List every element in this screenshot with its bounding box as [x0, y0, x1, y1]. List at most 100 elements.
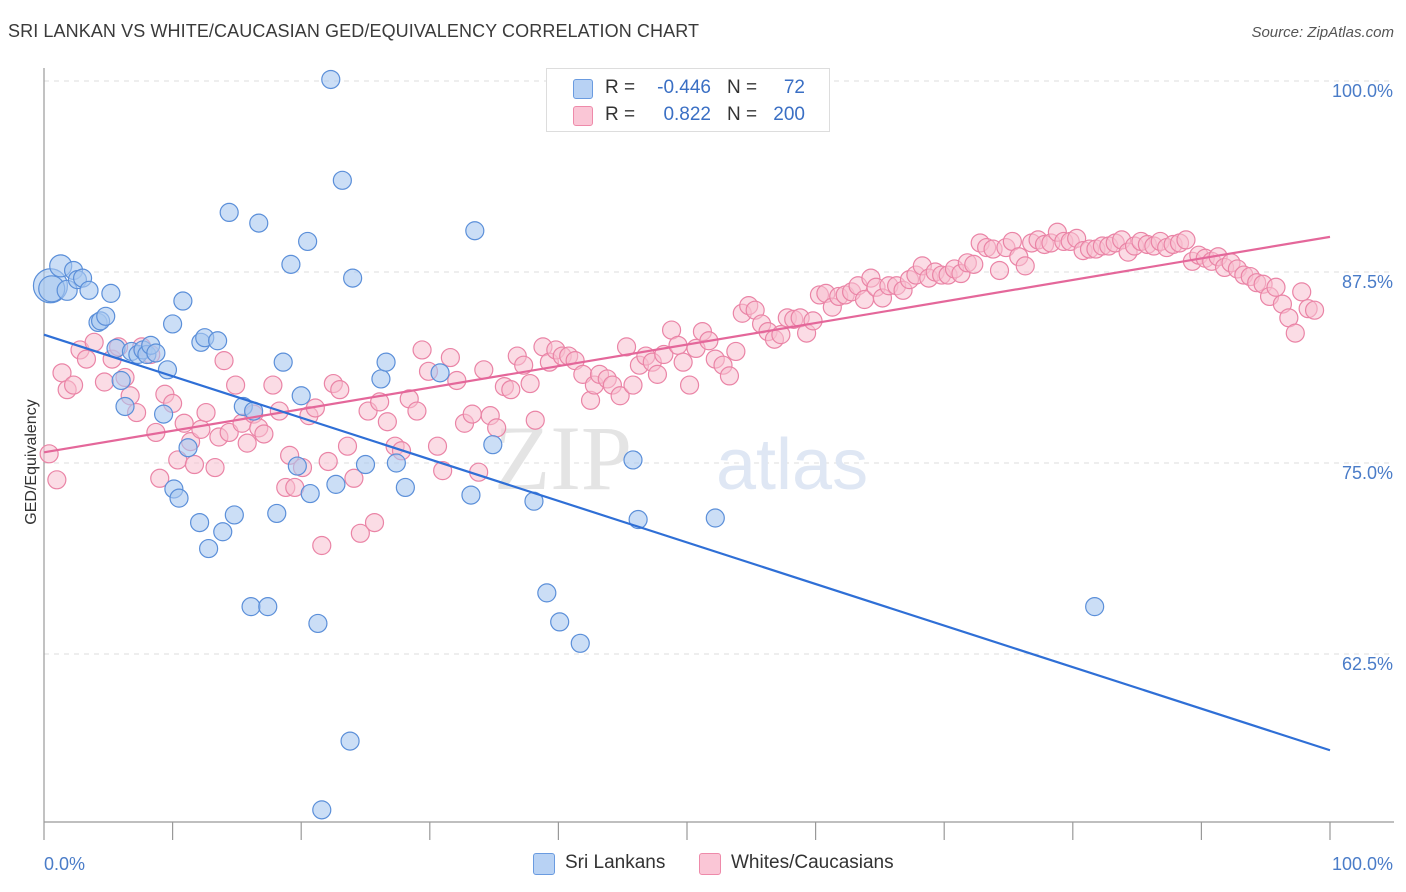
- legend-swatch-blue: [533, 853, 555, 875]
- sri-lankan-point: [208, 331, 228, 351]
- sri-lankan-point: [537, 583, 557, 603]
- legend-n-label: N =: [727, 77, 758, 98]
- whites-point: [474, 360, 494, 380]
- whites-point: [254, 424, 274, 444]
- whites-point: [330, 380, 350, 400]
- whites-point: [514, 355, 534, 375]
- sri-lankan-point: [106, 338, 126, 358]
- whites-point: [1266, 277, 1286, 297]
- sri-lankan-point: [570, 633, 590, 653]
- sri-lankan-point: [163, 314, 183, 334]
- whites-point: [964, 254, 984, 274]
- sri-lankan-point: [550, 612, 570, 632]
- sri-lankan-point: [340, 731, 360, 751]
- whites-point: [47, 470, 67, 490]
- y-tick-label: 62.5%: [1342, 654, 1393, 674]
- watermark-atlas: atlas: [716, 425, 868, 505]
- whites-point: [616, 337, 637, 357]
- sri-lankan-point: [1085, 597, 1105, 617]
- sri-lankan-point: [465, 221, 485, 241]
- legend-n-label: N =: [727, 104, 758, 125]
- sri-lankan-point: [287, 456, 307, 476]
- sri-lankan-point: [291, 386, 311, 406]
- sri-lankan-point: [115, 396, 135, 417]
- sri-lankan-point: [249, 213, 269, 233]
- sri-lankan-point: [461, 485, 481, 505]
- legend-n-value: 72: [783, 77, 805, 98]
- whites-point: [1015, 256, 1035, 276]
- sri-lankan-point: [213, 522, 233, 542]
- whites-point: [623, 375, 643, 395]
- sri-lankan-point: [705, 508, 725, 528]
- sri-lankan-point: [343, 268, 363, 288]
- sri-lankan-point: [96, 306, 116, 326]
- sri-lankan-point: [273, 352, 293, 372]
- axes: [43, 68, 1394, 840]
- sri-lankan-point: [298, 231, 318, 252]
- sri-lankan-point: [101, 283, 121, 303]
- whites-point: [726, 341, 746, 362]
- whites-point: [447, 370, 467, 391]
- whites-point: [610, 386, 630, 406]
- y-tick-label: 100.0%: [1332, 81, 1393, 101]
- whites-caucasians-points: [39, 222, 1325, 556]
- legend-r-value: 0.822: [663, 104, 711, 125]
- whites-point: [487, 418, 507, 438]
- whites-point: [803, 311, 823, 331]
- whites-point: [364, 512, 385, 533]
- sri-lankan-point: [178, 438, 198, 458]
- sri-lankan-point: [308, 613, 328, 634]
- whites-point: [237, 433, 257, 453]
- whites-point: [407, 401, 427, 421]
- sri-lankans-points: [32, 69, 1105, 820]
- whites-point: [719, 366, 740, 386]
- whites-point: [150, 468, 170, 488]
- sri-lankan-point: [628, 509, 648, 530]
- legend-label: Whites/Caucasians: [731, 852, 894, 873]
- watermark: ZIP atlas: [494, 407, 868, 509]
- sri-lankan-point: [190, 512, 210, 533]
- whites-point: [679, 375, 700, 395]
- sri-lankan-point: [219, 202, 239, 223]
- legend-n-value: 200: [773, 104, 805, 125]
- sri-lankan-point: [241, 597, 261, 617]
- legend-row-whites: R = 0.822 N = 200: [547, 102, 829, 128]
- y-axis-title: GED/Equivalency: [23, 399, 40, 524]
- whites-point: [226, 375, 246, 395]
- whites-point: [1292, 282, 1312, 302]
- whites-point: [377, 412, 397, 432]
- whites-point: [525, 410, 545, 430]
- series-legend: Sri Lankans Whites/Caucasians: [0, 852, 1406, 878]
- x-tick-labels: 0.0% 100.0%: [44, 854, 1393, 874]
- whites-point: [318, 451, 338, 472]
- whites-point: [350, 523, 370, 543]
- whites-point: [673, 352, 693, 372]
- trend-lines: [43, 235, 1331, 752]
- grid-lines: [44, 80, 1394, 655]
- whites-point: [520, 373, 540, 394]
- whites-point: [989, 260, 1010, 281]
- whites-point: [39, 444, 59, 464]
- whites-point: [196, 402, 216, 423]
- sri-lankan-point: [157, 360, 178, 380]
- whites-point: [312, 535, 332, 556]
- legend-row-sri-lankans: R = -0.446 N = 72: [547, 75, 829, 101]
- whites-point: [214, 351, 234, 371]
- whites-point: [263, 375, 283, 395]
- y-tick-labels: 62.5% 75.0% 87.5% 100.0%: [1332, 81, 1393, 674]
- sri-lankan-point: [386, 453, 406, 473]
- sri-lankan-point: [483, 435, 503, 455]
- whites-point: [344, 468, 364, 488]
- sri-lankan-point: [430, 363, 450, 383]
- sri-lankan-point: [376, 352, 396, 372]
- whites-point: [501, 380, 521, 400]
- sri-lankan-point: [355, 454, 376, 475]
- sri-lankan-point: [111, 370, 131, 391]
- chart-title: SRI LANKAN VS WHITE/CAUCASIAN GED/EQUIVA…: [8, 21, 700, 41]
- sri-lankan-point: [281, 254, 301, 274]
- sri-lankans-trend-line: [43, 333, 1331, 752]
- sri-lankan-point: [623, 450, 643, 470]
- sri-lankan-point: [169, 488, 189, 508]
- whites-point: [191, 419, 211, 439]
- sri-lankan-point: [173, 291, 193, 311]
